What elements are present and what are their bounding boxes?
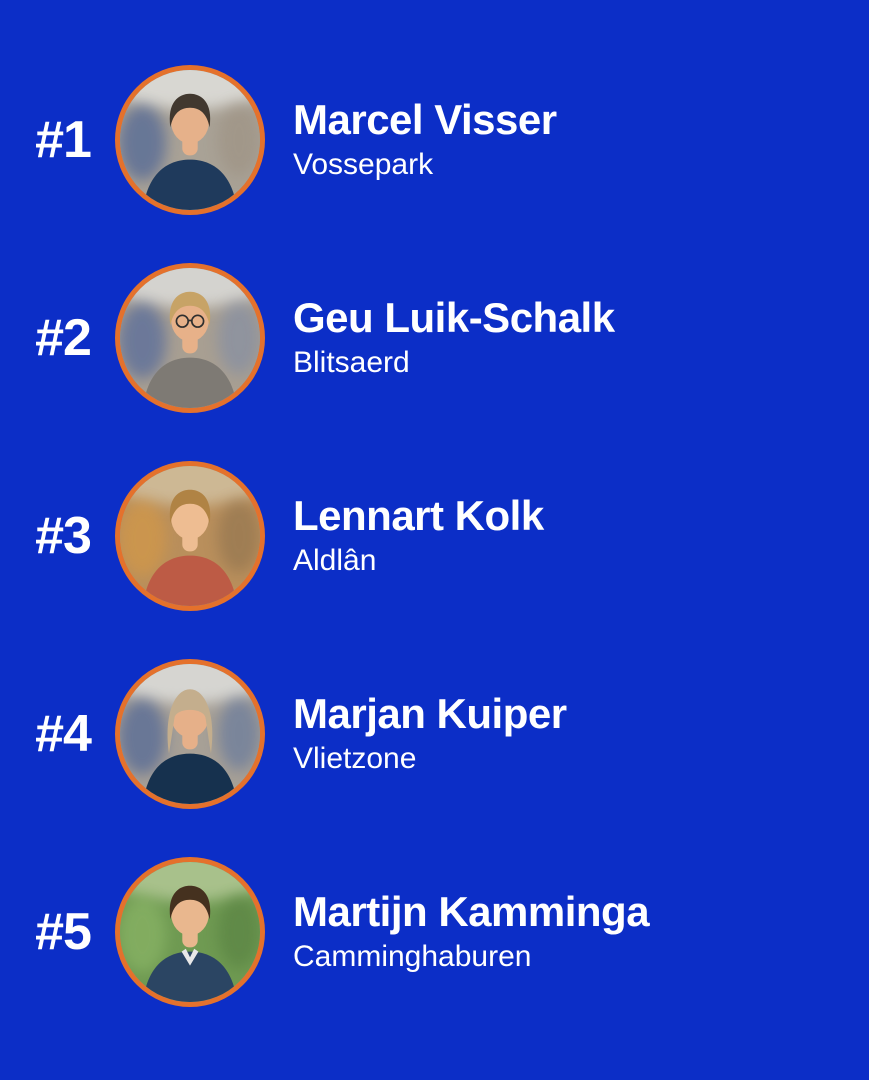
avatar-photo bbox=[120, 664, 260, 804]
person-info: Geu Luik-Schalk Blitsaerd bbox=[293, 295, 615, 381]
person-neighborhood: Camminghaburen bbox=[293, 940, 532, 973]
person-neighborhood: Blitsaerd bbox=[293, 346, 410, 379]
avatar bbox=[115, 65, 265, 215]
leaderboard-row: #4 Marjan Kuiper Vlietzone bbox=[0, 635, 869, 833]
avatar-photo bbox=[120, 862, 260, 1002]
person-name: Lennart Kolk bbox=[293, 492, 544, 539]
leaderboard-row: #2 Geu Luik-Schalk Blitsaerd bbox=[0, 239, 869, 437]
avatar bbox=[115, 659, 265, 809]
person-name: Marcel Visser bbox=[293, 96, 557, 143]
rank-label: #3 bbox=[35, 507, 92, 565]
person-info: Lennart Kolk Aldlân bbox=[293, 493, 544, 579]
avatar-photo bbox=[120, 268, 260, 408]
person-neighborhood: Vlietzone bbox=[293, 742, 417, 775]
rank-label: #1 bbox=[35, 111, 92, 169]
person-info: Marcel Visser Vossepark bbox=[293, 97, 557, 183]
avatar-photo bbox=[120, 466, 260, 606]
leaderboard-row: #5 Martijn Kamminga Camminghaburen bbox=[0, 833, 869, 1031]
person-name: Geu Luik-Schalk bbox=[293, 294, 615, 341]
person-name: Marjan Kuiper bbox=[293, 690, 567, 737]
rank-label: #2 bbox=[35, 309, 92, 367]
avatar bbox=[115, 857, 265, 1007]
avatar bbox=[115, 461, 265, 611]
person-neighborhood: Aldlân bbox=[293, 544, 377, 577]
person-neighborhood: Vossepark bbox=[293, 148, 434, 181]
avatar bbox=[115, 263, 265, 413]
person-info: Martijn Kamminga Camminghaburen bbox=[293, 888, 650, 975]
rank-label: #4 bbox=[35, 705, 92, 763]
rank-label: #5 bbox=[35, 903, 92, 961]
person-name: Martijn Kamminga bbox=[293, 888, 650, 935]
leaderboard-row: #1 Marcel Visser Vossepark bbox=[0, 41, 869, 239]
leaderboard-row: #3 Lennart Kolk Aldlân bbox=[0, 437, 869, 635]
person-info: Marjan Kuiper Vlietzone bbox=[293, 691, 567, 777]
avatar-photo bbox=[120, 70, 260, 210]
